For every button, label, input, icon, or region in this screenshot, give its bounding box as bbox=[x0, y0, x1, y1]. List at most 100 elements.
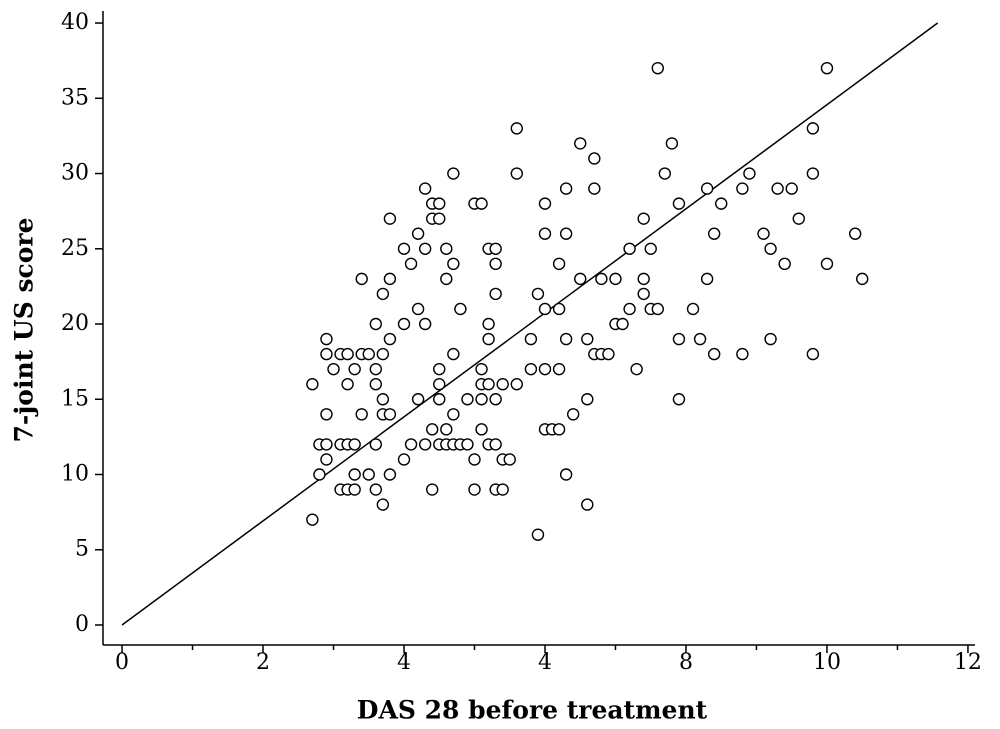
point bbox=[588, 152, 601, 165]
point bbox=[341, 378, 354, 391]
point bbox=[764, 242, 777, 255]
point bbox=[510, 122, 523, 135]
point bbox=[433, 378, 446, 391]
fit-line bbox=[121, 22, 939, 626]
point bbox=[433, 362, 446, 376]
point bbox=[433, 212, 446, 225]
point bbox=[482, 317, 495, 331]
point bbox=[369, 362, 383, 376]
point bbox=[651, 302, 664, 316]
point bbox=[369, 317, 383, 331]
point bbox=[320, 347, 333, 361]
point bbox=[369, 483, 383, 496]
point bbox=[559, 227, 573, 240]
point bbox=[686, 302, 700, 316]
y-tick-label: 5 bbox=[75, 537, 89, 562]
point bbox=[658, 167, 672, 180]
x-axis-label: DAS 28 before treatment bbox=[357, 696, 708, 725]
point bbox=[848, 227, 862, 240]
point bbox=[320, 453, 333, 466]
point bbox=[623, 242, 636, 255]
point bbox=[433, 197, 446, 210]
point bbox=[327, 362, 340, 376]
point bbox=[482, 332, 495, 346]
point bbox=[588, 182, 601, 195]
point bbox=[369, 378, 383, 391]
point bbox=[426, 483, 439, 496]
y-tick-label: 0 bbox=[75, 612, 89, 637]
point bbox=[496, 483, 509, 496]
point bbox=[447, 167, 460, 180]
point bbox=[369, 438, 383, 451]
point bbox=[538, 227, 552, 240]
y-tick-label: 35 bbox=[61, 85, 89, 110]
point bbox=[362, 347, 375, 361]
point bbox=[559, 182, 573, 195]
point bbox=[757, 227, 770, 240]
point bbox=[475, 362, 488, 376]
point bbox=[468, 483, 481, 496]
point bbox=[418, 242, 432, 255]
point bbox=[468, 453, 481, 466]
point bbox=[404, 257, 418, 271]
point bbox=[355, 272, 368, 286]
point bbox=[489, 393, 502, 406]
y-tick-label: 25 bbox=[61, 236, 89, 261]
point bbox=[743, 167, 756, 180]
point bbox=[348, 468, 361, 481]
point bbox=[672, 332, 686, 346]
point bbox=[581, 393, 594, 406]
point bbox=[482, 378, 495, 391]
point bbox=[411, 227, 425, 240]
y-tick-label: 40 bbox=[61, 10, 89, 35]
point bbox=[397, 242, 411, 255]
point bbox=[461, 438, 474, 451]
point bbox=[672, 197, 686, 210]
point bbox=[715, 197, 728, 210]
point bbox=[383, 272, 397, 286]
point bbox=[637, 287, 650, 301]
point bbox=[609, 272, 622, 286]
point bbox=[418, 438, 432, 451]
point bbox=[552, 423, 566, 436]
point bbox=[320, 408, 333, 421]
point bbox=[736, 182, 749, 195]
point bbox=[341, 347, 354, 361]
point bbox=[510, 378, 523, 391]
point bbox=[707, 227, 721, 240]
point bbox=[559, 332, 573, 346]
point bbox=[602, 347, 615, 361]
point bbox=[306, 378, 319, 391]
point bbox=[581, 332, 594, 346]
y-tick-label: 10 bbox=[61, 461, 89, 486]
point bbox=[475, 197, 488, 210]
y-tick-label: 20 bbox=[61, 311, 89, 336]
x-tick-label: 0 bbox=[115, 650, 129, 675]
point bbox=[313, 468, 326, 481]
y-tick-label: 15 bbox=[61, 386, 89, 411]
point bbox=[475, 423, 488, 436]
point bbox=[383, 468, 397, 481]
point bbox=[700, 272, 714, 286]
point bbox=[700, 182, 714, 195]
point bbox=[454, 302, 467, 316]
point bbox=[447, 408, 460, 421]
point bbox=[489, 438, 502, 451]
point bbox=[383, 408, 397, 421]
x-tick-label: 8 bbox=[679, 650, 693, 675]
point bbox=[440, 272, 453, 286]
point bbox=[764, 332, 777, 346]
point bbox=[672, 393, 686, 406]
point bbox=[616, 317, 629, 331]
point bbox=[320, 332, 333, 346]
point bbox=[806, 347, 820, 361]
point bbox=[785, 182, 798, 195]
point bbox=[418, 317, 432, 331]
point bbox=[383, 332, 397, 346]
point bbox=[496, 378, 509, 391]
point bbox=[348, 483, 361, 496]
point bbox=[355, 408, 368, 421]
point bbox=[820, 61, 834, 75]
point bbox=[320, 438, 333, 451]
